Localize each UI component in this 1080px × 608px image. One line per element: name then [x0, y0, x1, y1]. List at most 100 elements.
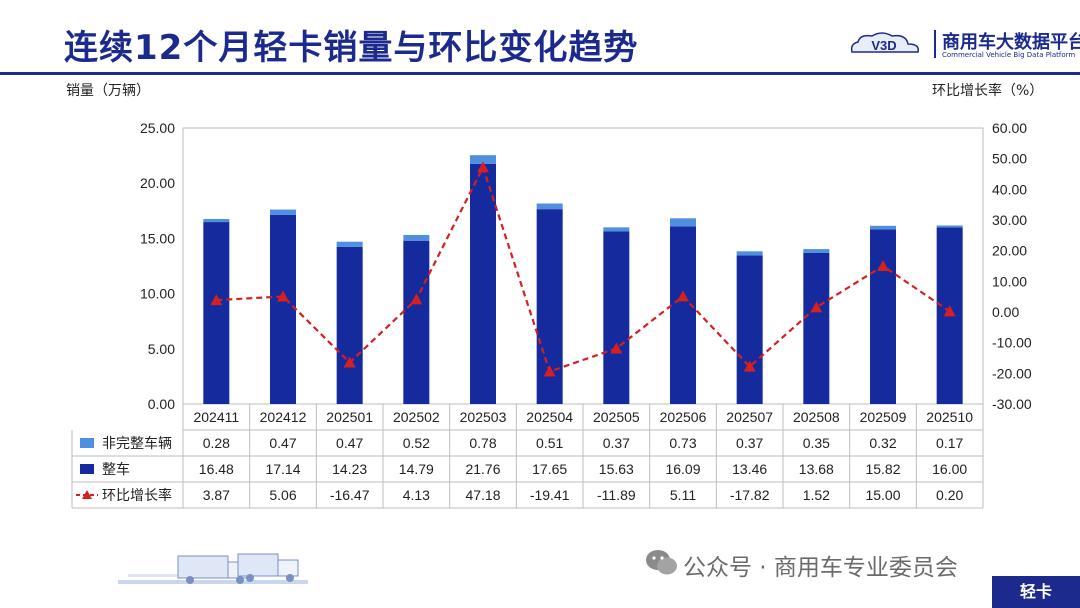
platform-logo: V3D 商用车大数据平台 Commercial Vehicle Big Data…	[848, 24, 1080, 66]
truck-decoration	[118, 553, 308, 584]
data-table-value: 0.47	[269, 435, 296, 451]
y2-axis-title: 环比增长率（%）	[932, 83, 1044, 99]
legend-label: 非完整车辆	[102, 435, 172, 451]
title-rule	[0, 72, 1080, 75]
legend-key-marker	[82, 490, 92, 499]
data-table-value: 0.37	[736, 435, 763, 451]
data-table-value: 0.47	[336, 435, 363, 451]
page-title: 连续12个月轻卡销量与环比变化趋势	[64, 28, 639, 68]
x-tick-label: 202501	[326, 409, 373, 425]
data-table-value: 13.68	[799, 461, 834, 477]
legend-label: 环比增长率	[102, 487, 172, 503]
x-tick-label: 202508	[793, 409, 840, 425]
data-table-value: 13.46	[732, 461, 767, 477]
data-table-value: 4.13	[403, 487, 430, 503]
data-table-value: 0.51	[536, 435, 563, 451]
growth-rate-marker	[210, 294, 223, 306]
growth-rate-marker	[543, 365, 556, 377]
growth-rate-marker	[343, 356, 356, 368]
data-table-value: 0.20	[936, 487, 963, 503]
x-tick-label: 202507	[726, 409, 773, 425]
bar-whole-vehicle	[670, 226, 696, 404]
bar-incomplete-vehicle	[470, 155, 496, 164]
x-tick-label: 202504	[526, 409, 573, 425]
bar-incomplete-vehicle	[336, 241, 363, 247]
y-tick-label: 25.00	[140, 120, 175, 136]
logo-en-text: Commercial Vehicle Big Data Platform	[942, 51, 1076, 59]
x-tick-label: 202411	[193, 409, 239, 425]
growth-rate-marker	[477, 161, 489, 173]
category-tag: 轻卡	[992, 576, 1080, 608]
y2-tick-label: -30.00	[992, 396, 1032, 412]
growth-rate-marker	[877, 260, 889, 271]
data-table-value: 0.28	[203, 435, 230, 451]
legend-key-swatch	[80, 464, 94, 474]
bar-incomplete-vehicle	[203, 218, 230, 223]
x-tick-label: 202412	[260, 409, 307, 425]
bar-incomplete-vehicle	[403, 234, 430, 241]
y2-tick-label: -10.00	[992, 335, 1032, 351]
bar-whole-vehicle	[803, 252, 830, 404]
bar-incomplete-vehicle	[270, 209, 296, 215]
data-table-value: -11.89	[597, 487, 636, 503]
bar-incomplete-vehicle	[536, 203, 563, 210]
logo-cn-text: 商用车大数据平台	[942, 32, 1080, 53]
data-table-value: 5.06	[269, 487, 296, 503]
x-tick-label: 202509	[860, 409, 907, 425]
bar-incomplete-vehicle	[870, 225, 896, 230]
bar-incomplete-vehicle	[736, 251, 763, 256]
data-table-value: -17.82	[730, 487, 770, 503]
y-tick-label: 20.00	[140, 175, 175, 191]
data-table-value: 16.00	[932, 461, 967, 477]
data-table-value: 1.52	[803, 487, 830, 503]
bar-whole-vehicle	[603, 231, 630, 404]
y-tick-label: 5.00	[148, 341, 175, 357]
bar-incomplete-vehicle	[670, 218, 696, 227]
x-tick-label: 202506	[660, 409, 707, 425]
x-tick-label: 202502	[393, 409, 440, 425]
growth-rate-marker	[810, 301, 823, 313]
data-table-value: 0.73	[669, 435, 696, 451]
growth-rate-marker	[610, 342, 623, 354]
data-table-value: 17.65	[532, 461, 567, 477]
growth-rate-marker	[743, 360, 756, 372]
y-axis-title: 销量（万辆）	[66, 83, 150, 99]
data-table-value: 0.78	[469, 435, 496, 451]
y-tick-label: 10.00	[140, 286, 175, 302]
logo-divider	[934, 30, 936, 58]
wechat-icon	[646, 550, 677, 575]
y-tick-label: 15.00	[140, 230, 175, 246]
plot-frame	[182, 127, 984, 405]
y2-tick-label: 10.00	[992, 273, 1027, 289]
data-table-value: 15.82	[865, 461, 900, 477]
y2-tick-label: 60.00	[992, 120, 1027, 136]
data-table-value: 0.35	[803, 435, 830, 451]
y2-tick-label: 30.00	[992, 212, 1027, 228]
bar-incomplete-vehicle	[803, 249, 830, 253]
y2-tick-label: -20.00	[992, 365, 1032, 381]
data-table-value: 15.00	[865, 487, 900, 503]
growth-rate-marker	[677, 290, 689, 302]
wechat-watermark: 公众号 · 商用车专业委员会	[683, 555, 958, 581]
data-table-value: 0.17	[936, 435, 963, 451]
bar-whole-vehicle	[203, 222, 230, 404]
y-tick-label: 0.00	[148, 396, 175, 412]
bar-incomplete-vehicle	[936, 225, 963, 228]
bar-whole-vehicle	[736, 255, 763, 404]
y2-tick-label: 40.00	[992, 181, 1027, 197]
bar-whole-vehicle	[270, 214, 296, 404]
x-tick-label: 202510	[926, 409, 973, 425]
data-table-value: 47.18	[465, 487, 500, 503]
y2-tick-label: 50.00	[992, 151, 1027, 167]
v3d-logo-icon: V3D	[850, 32, 920, 53]
data-table-value: 0.52	[403, 435, 430, 451]
x-tick-label: 202503	[460, 409, 507, 425]
data-table-value: 21.76	[465, 461, 500, 477]
legend-key-swatch	[80, 438, 94, 448]
growth-rate-line	[216, 164, 951, 373]
bar-whole-vehicle	[403, 240, 430, 404]
growth-rate-marker	[943, 305, 956, 317]
bar-whole-vehicle	[470, 163, 496, 404]
data-table-value: -19.41	[530, 487, 570, 503]
